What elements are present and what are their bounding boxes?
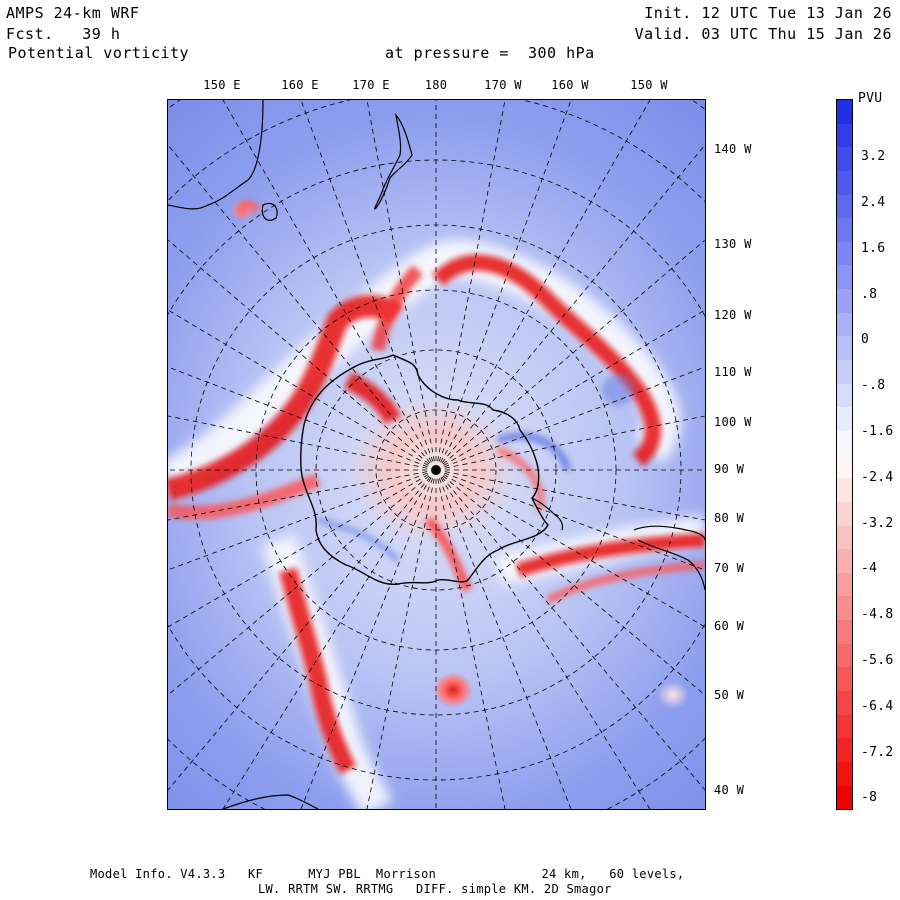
- colorbar-segment: [837, 407, 852, 431]
- lon-label-40w: 40 W: [714, 783, 745, 797]
- lon-label-150w: 150 W: [630, 78, 668, 92]
- lon-label-170w: 170 W: [484, 78, 522, 92]
- pv-map: [167, 99, 706, 810]
- lon-label-50w: 50 W: [714, 688, 745, 702]
- lon-label-170e: 170 E: [352, 78, 390, 92]
- model-info-line1: Model Info. V4.3.3 KF MYJ PBL Morrison 2…: [90, 867, 685, 881]
- colorbar-tick-0.8: .8: [861, 287, 878, 302]
- lon-label-160e: 160 E: [281, 78, 319, 92]
- colorbar-tick-neg0.8: -.8: [861, 378, 886, 393]
- colorbar-segment: [837, 147, 852, 171]
- australia-coast: [168, 100, 264, 210]
- colorbar-segment: [837, 265, 852, 290]
- colorbar-segment: [837, 454, 852, 479]
- lon-label-120w: 120 W: [714, 308, 752, 322]
- new-zealand-coast: [374, 112, 413, 210]
- antarctic-peninsula: [531, 497, 564, 531]
- colorbar-tick-3.2: 3.2: [861, 149, 886, 164]
- colorbar-segment: [837, 100, 852, 124]
- pv-negative-streamers: [168, 200, 705, 775]
- colorbar-segment: [837, 501, 852, 526]
- lon-label-90w: 90 W: [714, 462, 745, 476]
- colorbar-tick-neg2.4: -2.4: [861, 470, 894, 485]
- lon-label-130w: 130 W: [714, 237, 752, 251]
- lon-label-180: 180: [424, 78, 448, 92]
- lon-label-110w: 110 W: [714, 365, 752, 379]
- colorbar-tick-neg6.4: -6.4: [861, 699, 894, 714]
- colorbar-segment: [837, 714, 852, 739]
- lon-label-150e: 150 E: [203, 78, 241, 92]
- colorbar-segment: [837, 430, 852, 455]
- map-overlay: [168, 100, 705, 809]
- colorbar-tick-neg4: -4: [861, 561, 878, 576]
- colorbar-tick-neg5.6: -5.6: [861, 653, 894, 668]
- antarctica-coastline: [300, 354, 549, 585]
- pv-positive-features: [317, 374, 634, 563]
- colorbar-segment: [837, 336, 852, 361]
- colorbar-segment: [837, 289, 852, 313]
- meridians: [168, 100, 705, 809]
- colorbar-segment: [837, 572, 852, 597]
- colorbar-segment: [837, 691, 852, 715]
- colorbar-tick-neg4.8: -4.8: [861, 607, 894, 622]
- colorbar-segment: [837, 761, 852, 786]
- colorbar-tick-1.6: 1.6: [861, 241, 886, 256]
- forecast-hour: Fcst. 39 h: [6, 25, 121, 43]
- colorbar-segment: [837, 549, 852, 573]
- colorbar-segment: [837, 170, 852, 195]
- colorbar-segment: [837, 312, 852, 337]
- colorbar-segment: [837, 785, 852, 810]
- colorbar-segment: [837, 738, 852, 762]
- lon-label-70w: 70 W: [714, 561, 745, 575]
- africa-coast: [222, 794, 319, 809]
- colorbar-segment: [837, 620, 852, 644]
- colorbar-segment: [837, 383, 852, 408]
- pressure-level: at pressure = 300 hPa: [385, 44, 595, 62]
- colorbar-segment: [837, 478, 852, 502]
- south-america-coast: [633, 525, 705, 591]
- lon-label-80w: 80 W: [714, 511, 745, 525]
- tasmania-coast: [261, 202, 278, 221]
- colorbar-tick-neg8: -8: [861, 790, 878, 805]
- lon-label-60w: 60 W: [714, 619, 745, 633]
- colorbar-segment: [837, 525, 852, 550]
- colorbar-tick-2.4: 2.4: [861, 195, 886, 210]
- colorbar-segment: [837, 596, 852, 621]
- field-name: Potential vorticity: [8, 44, 190, 62]
- model-info-line2: LW. RRTM SW. RRTMG DIFF. simple KM. 2D S…: [258, 882, 612, 896]
- colorbar-tick-neg1.6: -1.6: [861, 424, 894, 439]
- colorbar-tick-neg7.2: -7.2: [861, 745, 894, 760]
- init-time: Init. 12 UTC Tue 13 Jan 26: [644, 4, 892, 22]
- lon-label-160w: 160 W: [551, 78, 589, 92]
- colorbar-segment: [837, 241, 852, 266]
- model-title: AMPS 24-km WRF: [6, 4, 140, 22]
- pv-colorbar: [836, 99, 853, 810]
- colorbar-segment: [837, 218, 852, 242]
- colorbar-segment: [837, 194, 852, 219]
- colorbar-segment: [837, 360, 852, 384]
- lon-label-140w: 140 W: [714, 142, 752, 156]
- colorbar-tick-neg3.2: -3.2: [861, 516, 894, 531]
- colorbar-title: PVU: [858, 91, 883, 106]
- colorbar-tick-0: 0: [861, 332, 870, 347]
- lon-label-100w: 100 W: [714, 415, 752, 429]
- colorbar-segment: [837, 667, 852, 692]
- valid-time: Valid. 03 UTC Thu 15 Jan 26: [634, 25, 892, 43]
- colorbar-segment: [837, 643, 852, 668]
- colorbar-segment: [837, 123, 852, 148]
